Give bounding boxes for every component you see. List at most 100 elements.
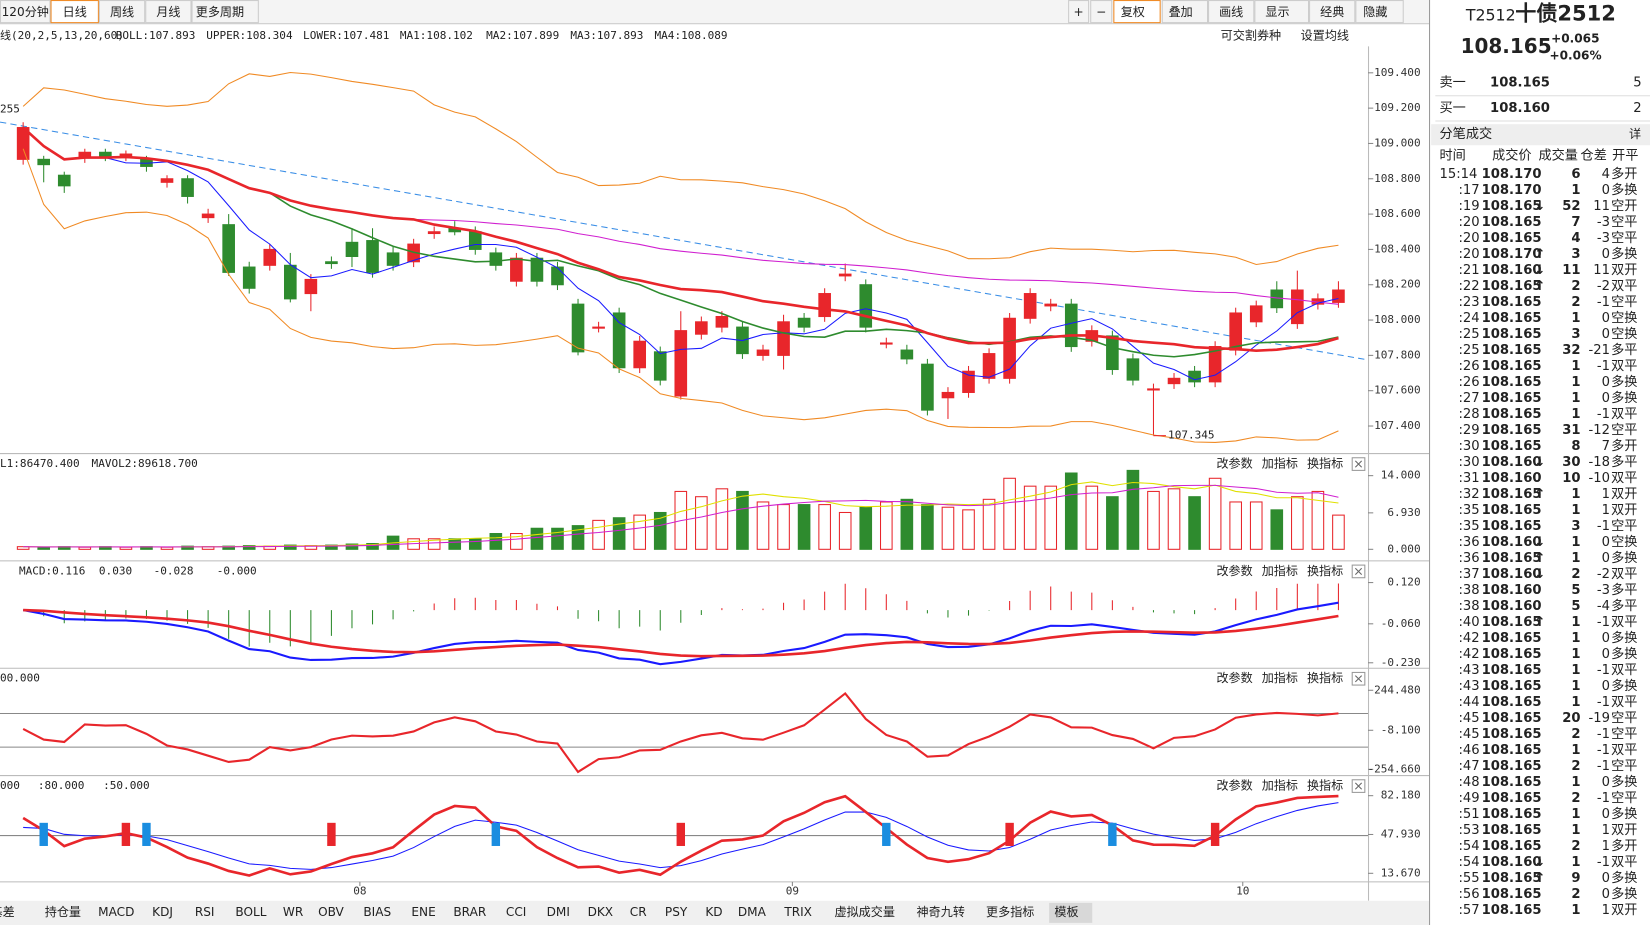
bottom-tab[interactable]: 虚拟成交量 <box>834 904 894 919</box>
trade-time: :25 <box>1458 343 1479 358</box>
trade-price: 108.165 <box>1482 727 1542 742</box>
trade-type: 双开 <box>1611 263 1637 278</box>
bottom-tab[interactable]: BIAS <box>363 905 391 919</box>
panel-button[interactable]: 改参数 <box>1216 456 1252 471</box>
bottom-tab[interactable]: 神奇九转 <box>917 904 965 919</box>
bottom-tab[interactable]: BRAR <box>453 905 486 919</box>
volume-bar <box>448 538 462 550</box>
trade-volume: 1 <box>1571 183 1580 198</box>
trade-type: 多换 <box>1611 181 1637 198</box>
trade-time: :53 <box>1458 823 1479 838</box>
bottom-tab[interactable]: KD <box>705 905 722 919</box>
plot-area <box>22 583 1339 666</box>
panel-button[interactable]: 加指标 <box>1262 778 1298 793</box>
trade-oi: 0 <box>1602 775 1610 790</box>
period-tab[interactable] <box>145 0 192 24</box>
y-tick-label: 108.600 <box>1374 207 1421 220</box>
indicator-legend: MACD:0.116 <box>19 564 85 577</box>
panel-button[interactable]: 换指标 <box>1307 778 1343 793</box>
trade-time: :40 <box>1458 615 1479 630</box>
tool-label: 叠加 <box>1169 5 1193 19</box>
bottom-tab[interactable]: CR <box>630 905 647 919</box>
trade-time: :27 <box>1458 391 1479 406</box>
panel-button[interactable]: 加指标 <box>1262 563 1298 578</box>
dif-line <box>22 601 1339 666</box>
volume-bar <box>160 546 174 550</box>
trade-volume: 1 <box>1571 743 1580 758</box>
period-tab[interactable] <box>98 0 146 24</box>
button[interactable]: 可交割券种 <box>1221 27 1281 42</box>
bottom-tab[interactable]: ENE <box>411 905 435 919</box>
candle-body <box>1106 335 1119 371</box>
mavol2-line <box>23 484 1339 548</box>
panel-button[interactable]: 改参数 <box>1216 778 1252 793</box>
period-tab[interactable] <box>50 0 99 24</box>
trade-volume: 1 <box>1571 823 1580 838</box>
trade-time: :38 <box>1458 583 1479 598</box>
volume-bar <box>1208 477 1222 550</box>
bottom-tab[interactable]: 更多指标 <box>986 904 1034 919</box>
period-tab[interactable] <box>191 0 259 24</box>
bottom-tab[interactable]: OBV <box>318 905 344 919</box>
panel-button[interactable]: 换指标 <box>1307 456 1343 471</box>
trade-volume: 32 <box>1562 343 1580 358</box>
candle-body <box>551 266 564 286</box>
bottom-tab[interactable]: PSY <box>665 905 688 919</box>
bottom-tab[interactable]: TRIX <box>783 905 812 919</box>
y-tick-label: 0.120 <box>1387 576 1420 589</box>
k-line <box>22 794 1339 877</box>
bottom-tab[interactable]: 持仓量 <box>45 904 81 919</box>
bottom-tab[interactable]: CCI <box>506 905 526 919</box>
panel-button[interactable]: 加指标 <box>1262 456 1298 471</box>
indicator-legend: :50.000 <box>103 779 150 792</box>
candle-body <box>201 213 215 219</box>
tool-button[interactable] <box>1113 0 1161 24</box>
panel-button[interactable]: 加指标 <box>1262 670 1298 685</box>
detail-button[interactable]: 详 <box>1629 126 1641 141</box>
panel-button[interactable]: 改参数 <box>1216 563 1252 578</box>
trade-type: 多换 <box>1611 885 1637 902</box>
trade-volume: 1 <box>1571 807 1580 822</box>
trade-type: 双平 <box>1611 615 1637 630</box>
bottom-tab[interactable]: RSI <box>195 905 215 919</box>
y-tick-label: 82.180 <box>1381 789 1421 802</box>
candle-body <box>1003 317 1016 379</box>
bottom-tab[interactable]: WR <box>283 905 304 919</box>
panel-button[interactable]: 换指标 <box>1307 670 1343 685</box>
trade-dir: ↓ <box>1534 567 1545 582</box>
tool-button[interactable] <box>1309 0 1356 24</box>
bottom-tab[interactable]: 基差 <box>0 905 15 919</box>
bottom-tab[interactable]: BOLL <box>235 905 266 919</box>
bottom-tab[interactable]: DKX <box>588 905 614 919</box>
bottom-tab[interactable]: DMI <box>547 905 570 919</box>
bottom-tab[interactable]: KDJ <box>152 905 173 919</box>
trade-volume: 31 <box>1562 423 1580 438</box>
tool-button[interactable] <box>1068 0 1090 24</box>
trade-price: 108.165 <box>1482 615 1542 630</box>
panel-button[interactable]: 改参数 <box>1216 670 1252 685</box>
tool-button[interactable] <box>1208 0 1255 24</box>
volume-bar <box>1167 488 1181 550</box>
trade-time: :43 <box>1458 663 1479 678</box>
trade-oi: 0 <box>1602 391 1610 406</box>
bottom-tab[interactable]: MACD <box>98 905 134 919</box>
bottom-tab[interactable]: 模板 <box>1054 905 1078 919</box>
button[interactable]: 设置均线 <box>1301 28 1349 42</box>
trade-volume: 1 <box>1571 903 1580 918</box>
tool-button[interactable] <box>1254 0 1310 24</box>
column-header: 成交量 <box>1538 146 1577 163</box>
volume-bar <box>962 509 975 550</box>
volume-bar <box>78 546 92 550</box>
tool-button[interactable] <box>1161 0 1209 24</box>
tool-button[interactable] <box>1355 0 1404 24</box>
tool-button[interactable] <box>1090 0 1113 24</box>
trade-oi: 7 <box>1602 439 1610 454</box>
trade-time: :45 <box>1458 711 1479 726</box>
bottom-tab[interactable]: DMA <box>738 905 767 919</box>
period-tab[interactable] <box>0 0 51 24</box>
candle-body <box>1064 303 1078 348</box>
trade-oi: 0 <box>1602 311 1610 326</box>
candle-body <box>1270 289 1284 309</box>
panel-button[interactable]: 换指标 <box>1307 563 1343 578</box>
volume-bar <box>941 506 955 550</box>
